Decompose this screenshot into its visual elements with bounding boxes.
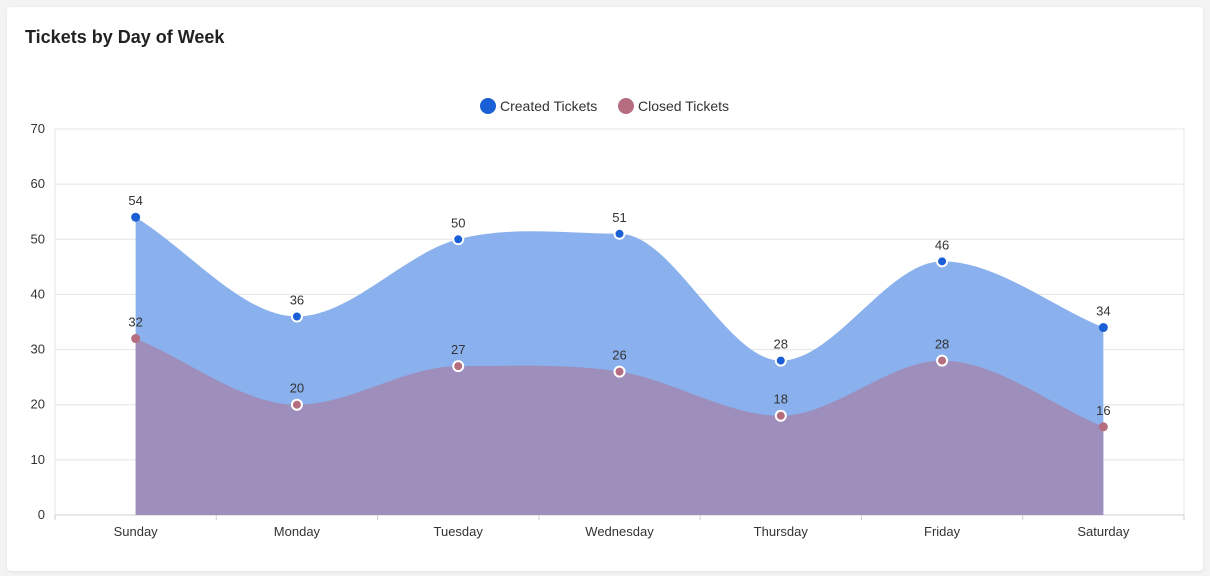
legend-item-closed-tickets[interactable]: Closed Tickets [618,98,729,114]
y-tick-label: 20 [31,397,45,412]
y-tick-label: 30 [31,342,45,357]
x-tick-label: Friday [924,524,961,539]
x-tick-label: Sunday [114,524,159,539]
point-closed-tickets[interactable] [936,354,949,367]
y-tick-label: 70 [31,121,45,136]
data-label-closed-tickets: 28 [935,337,949,352]
data-label-created-tickets: 36 [290,292,304,307]
data-label-created-tickets: 51 [612,210,626,225]
y-tick-label: 50 [31,231,45,246]
legend-swatch [618,98,634,114]
legend-item-created-tickets[interactable]: Created Tickets [480,98,597,114]
data-label-closed-tickets: 26 [612,348,626,363]
point-created-tickets[interactable] [1098,323,1108,333]
y-tick-label: 0 [38,507,45,522]
point-closed-tickets[interactable] [613,365,626,378]
x-tick-label: Monday [274,524,321,539]
data-label-closed-tickets: 18 [774,392,788,407]
legend-label: Created Tickets [500,98,597,114]
x-tick-label: Tuesday [434,524,484,539]
chart-title: Tickets by Day of Week [25,27,225,47]
point-closed-tickets[interactable] [452,360,465,373]
y-tick-label: 60 [31,176,45,191]
x-tick-label: Saturday [1077,524,1130,539]
y-tick-label: 10 [31,452,45,467]
point-created-tickets[interactable] [613,227,626,240]
data-label-created-tickets: 28 [774,337,788,352]
data-label-closed-tickets: 20 [290,381,304,396]
point-created-tickets[interactable] [936,255,949,268]
point-created-tickets[interactable] [452,233,465,246]
area-closed-tickets [135,338,1104,515]
data-label-created-tickets: 46 [935,237,949,252]
point-closed-tickets[interactable] [774,409,787,422]
point-closed-tickets[interactable] [290,398,303,411]
data-label-closed-tickets: 27 [451,342,465,357]
point-closed-tickets[interactable] [131,334,141,344]
x-tick-label: Wednesday [585,524,654,539]
data-label-created-tickets: 50 [451,215,465,230]
legend-swatch [480,98,496,114]
data-label-created-tickets: 34 [1096,304,1110,319]
legend-label: Closed Tickets [638,98,729,114]
point-created-tickets[interactable] [290,310,303,323]
data-label-closed-tickets: 32 [128,315,142,330]
data-label-created-tickets: 54 [128,193,142,208]
point-created-tickets[interactable] [131,212,141,222]
y-tick-label: 40 [31,286,45,301]
point-closed-tickets[interactable] [1098,422,1108,432]
point-created-tickets[interactable] [774,354,787,367]
data-label-closed-tickets: 16 [1096,403,1110,418]
x-tick-label: Thursday [754,524,809,539]
